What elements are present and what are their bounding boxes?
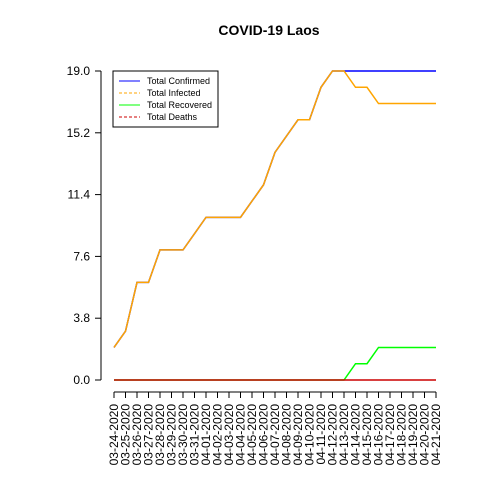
x-tick-label: 04-04-2020 [234,404,248,466]
x-tick-label: 03-29-2020 [165,404,179,466]
x-tick-label: 04-16-2020 [372,404,386,466]
x-tick-label: 04-05-2020 [245,404,259,466]
x-tick-label: 03-27-2020 [142,404,156,466]
x-tick-label: 03-28-2020 [153,404,167,466]
x-tick-label: 04-17-2020 [383,404,397,466]
chart-title: COVID-19 Laos [218,22,319,38]
x-tick-label: 04-01-2020 [199,404,213,466]
legend-label: Total Confirmed [147,76,210,86]
x-tick-label: 04-08-2020 [280,404,294,466]
series-lines [113,70,436,381]
y-tick-label: 19.0 [67,64,91,78]
x-tick-label: 04-06-2020 [257,404,271,466]
x-tick-label: 04-11-2020 [314,404,328,465]
x-tick-label: 03-25-2020 [119,404,133,466]
x-axis: 03-24-202003-25-202003-26-202003-27-2020… [107,391,443,466]
x-tick-label: 04-15-2020 [360,404,374,466]
legend-label: Total Infected [147,88,201,98]
y-tick-label: 15.2 [67,126,91,140]
x-tick-label: 03-24-2020 [107,404,121,466]
x-tick-label: 04-03-2020 [222,404,236,466]
legend: Total Confirmed Total Infected Total Recov… [112,70,219,128]
x-tick-label: 04-20-2020 [418,404,432,466]
y-tick-label: 7.6 [73,249,90,263]
x-tick-label: 04-12-2020 [326,404,340,466]
y-tick-label: 0.0 [73,373,90,387]
series-line-total-infected [113,70,436,348]
x-tick-label: 04-07-2020 [268,404,282,466]
x-tick-label: 03-31-2020 [188,404,202,466]
series-line-total-recovered [114,346,436,381]
x-tick-label: 03-26-2020 [130,404,144,466]
y-axis: 0.0 3.8 7.6 11.4 15.2 19.0 [67,64,101,387]
legend-box [112,70,219,128]
x-tick-label: 04-18-2020 [395,404,409,466]
x-tick-label: 04-02-2020 [211,404,225,466]
legend-label: Total Deaths [147,112,198,122]
legend-label: Total Recovered [147,100,212,110]
x-tick-label: 04-09-2020 [291,404,305,466]
y-tick-label: 3.8 [73,311,90,325]
x-tick-label: 04-14-2020 [349,404,363,466]
y-tick-label: 11.4 [68,188,91,202]
x-tick-label: 04-10-2020 [303,404,317,466]
x-tick-label: 04-13-2020 [337,404,351,466]
x-tick-label: 03-30-2020 [176,404,190,466]
x-tick-label: 04-21-2020 [429,404,443,466]
x-tick-label: 04-19-2020 [406,404,420,466]
